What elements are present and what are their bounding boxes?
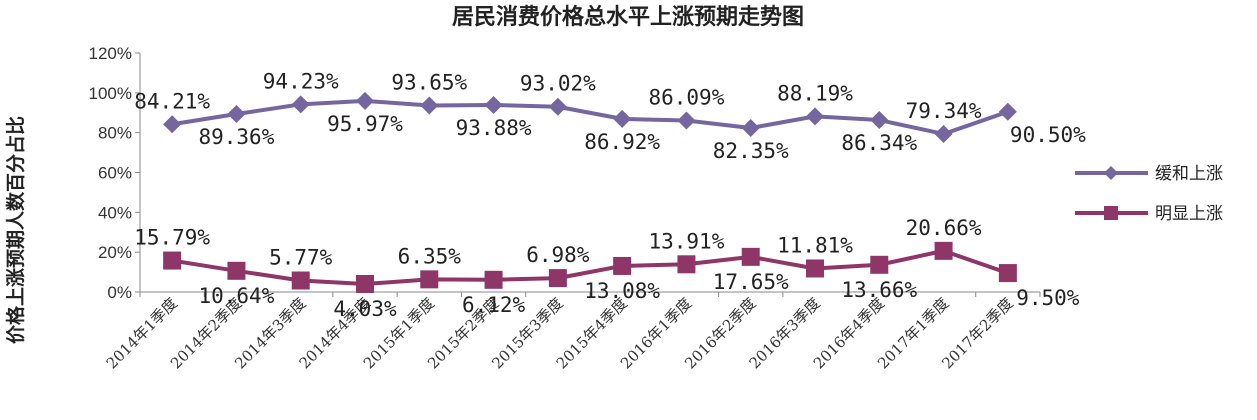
data-point	[548, 269, 567, 288]
data-point	[870, 255, 889, 274]
data-label: 6.12%	[462, 293, 526, 317]
series-1	[163, 91, 1017, 143]
data-point	[163, 251, 182, 270]
data-point	[741, 118, 760, 137]
data-point	[677, 111, 696, 130]
legend-item-2: 明显上涨	[1075, 204, 1223, 224]
data-point	[291, 271, 310, 290]
data-label: 10.64%	[198, 284, 274, 308]
data-label: 5.77%	[269, 246, 333, 270]
y-tick-label: 100%	[89, 84, 132, 103]
data-label: 86.92%	[584, 130, 660, 154]
data-point	[227, 261, 246, 280]
data-point	[484, 96, 503, 115]
data-point	[934, 124, 953, 143]
data-point	[163, 115, 182, 134]
y-tick-label: 60%	[98, 164, 132, 183]
data-point	[227, 105, 246, 124]
data-label: 9.50%	[1016, 286, 1080, 310]
series-layer	[163, 91, 1017, 293]
data-point	[420, 96, 439, 115]
legend-item-1: 缓和上涨	[1075, 164, 1223, 184]
data-label: 82.35%	[713, 139, 789, 163]
data-point	[548, 97, 567, 116]
data-point	[613, 256, 632, 275]
data-label: 93.65%	[391, 70, 467, 94]
data-label: 93.02%	[520, 72, 596, 96]
y-tick-label: 20%	[98, 243, 132, 262]
data-point	[741, 247, 760, 266]
chart-title: 居民消费价格总水平上涨预期走势图	[452, 4, 804, 30]
data-point	[870, 111, 889, 130]
data-label: 13.91%	[648, 229, 724, 253]
data-point	[998, 264, 1017, 283]
series-2	[163, 241, 1017, 293]
data-label: 84.21%	[134, 89, 210, 113]
y-tick-label: 40%	[98, 203, 132, 222]
data-labels: 84.21% 89.36% 94.23% 95.97% 93.65% 93.88% 93.0…	[134, 69, 1086, 321]
data-label: 94.23%	[263, 69, 339, 93]
data-point	[806, 259, 824, 278]
data-label: 90.50%	[1010, 123, 1086, 147]
data-point	[291, 95, 310, 114]
data-label: 11.81%	[777, 233, 853, 257]
data-label: 79.34%	[906, 99, 982, 123]
y-axis-label: 价格上涨预期人数百分占比	[4, 116, 27, 344]
data-label: 88.19%	[777, 81, 853, 105]
data-label: 93.88%	[456, 116, 532, 140]
data-point	[998, 102, 1017, 121]
data-point	[356, 274, 374, 293]
data-label: 13.08%	[584, 279, 660, 303]
data-label: 95.97%	[327, 112, 403, 136]
series-line	[171, 248, 1009, 286]
data-point	[613, 109, 632, 128]
data-label: 17.65%	[713, 270, 789, 294]
data-point	[356, 91, 374, 110]
legend-label: 缓和上涨	[1155, 164, 1223, 184]
data-label: 6.35%	[398, 244, 462, 268]
y-tick-label: 80%	[98, 124, 132, 143]
data-label: 15.79%	[134, 226, 210, 250]
series-line	[171, 98, 1009, 136]
data-label: 6.98%	[526, 243, 590, 267]
y-tick-label: 120%	[89, 44, 132, 63]
y-tick-label: 0%	[107, 283, 132, 302]
data-label: 13.66%	[841, 278, 917, 302]
legend-marker	[1104, 166, 1118, 180]
data-point	[677, 255, 696, 274]
data-label: 89.36%	[198, 125, 274, 149]
data-point	[806, 107, 824, 126]
legend-marker	[1104, 206, 1118, 220]
data-label: 20.66%	[906, 216, 982, 240]
data-label: 86.09%	[648, 86, 724, 110]
data-point	[420, 270, 439, 289]
data-label: 86.34%	[841, 131, 917, 155]
data-point	[934, 241, 953, 260]
legend-label: 明显上涨	[1155, 204, 1223, 224]
data-label: 4.03%	[333, 297, 397, 321]
data-point	[484, 270, 503, 289]
